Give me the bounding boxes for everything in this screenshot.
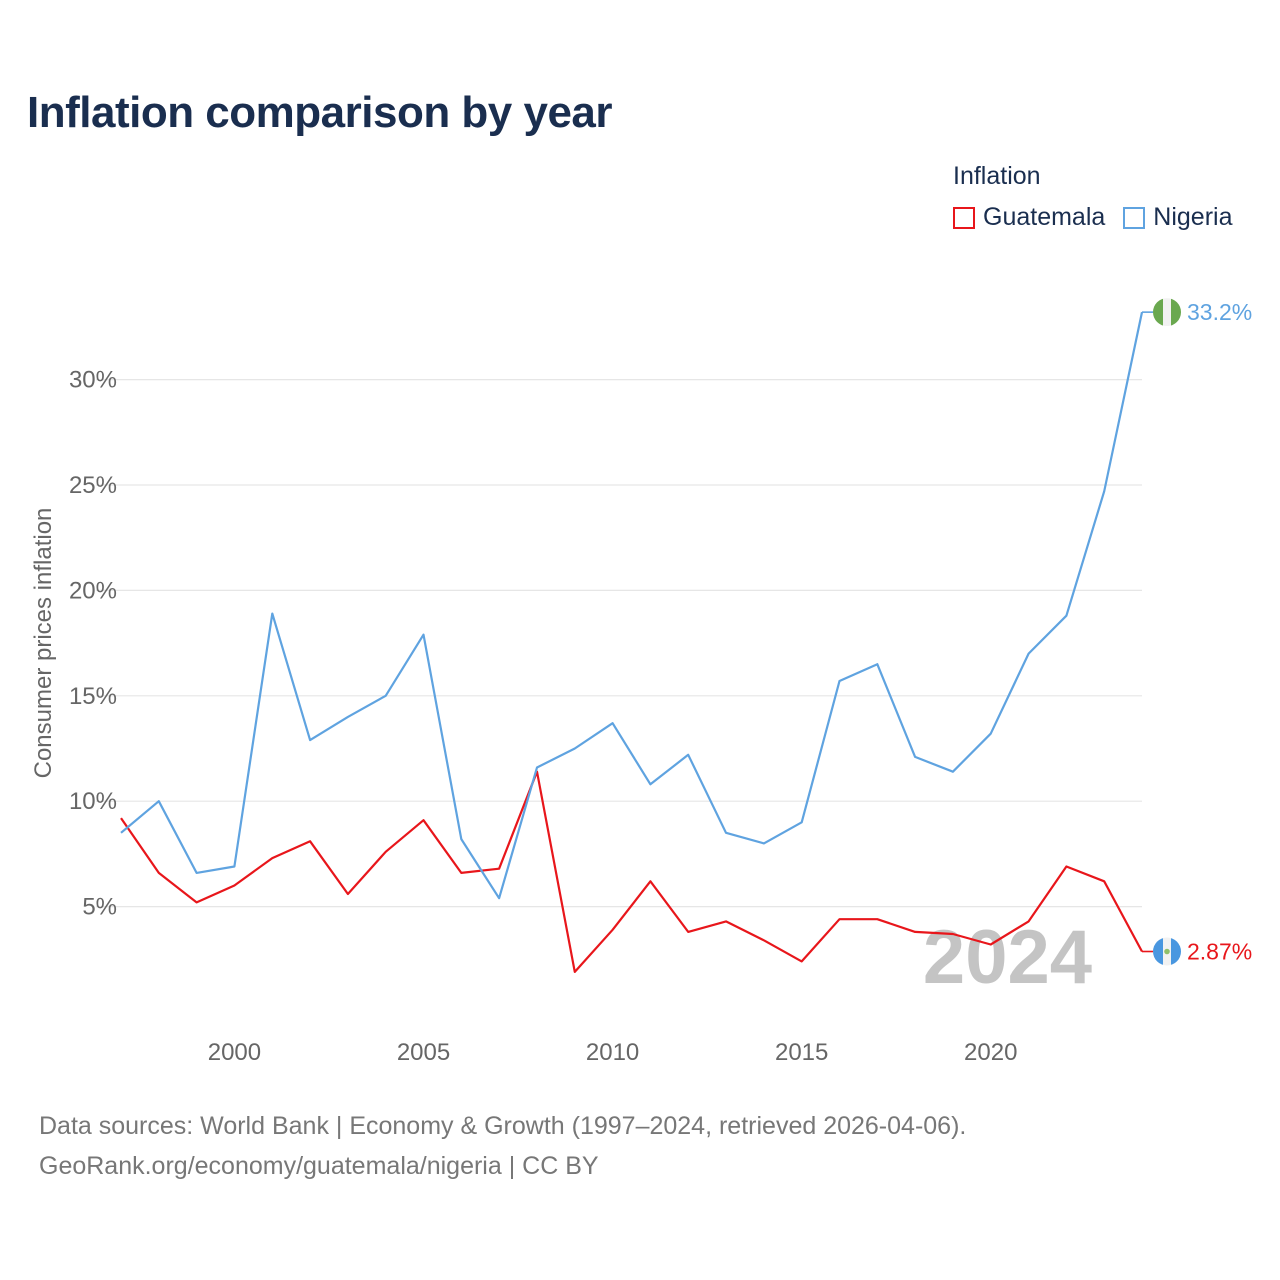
data-point-nigeria[interactable] — [571, 745, 579, 753]
gridlines — [96, 379, 1142, 908]
current-year-watermark: 2024 — [923, 915, 1092, 1000]
y-axis-title: Consumer prices inflation — [30, 508, 57, 779]
data-point-guatemala[interactable] — [684, 928, 692, 936]
legend: Inflation Guatemala Nigeria — [953, 162, 1233, 232]
data-point-guatemala[interactable] — [646, 877, 654, 885]
data-point-nigeria[interactable] — [344, 713, 352, 721]
legend-item-guatemala[interactable]: Guatemala — [953, 203, 1105, 232]
data-point-nigeria[interactable] — [117, 829, 125, 837]
data-point-nigeria[interactable] — [155, 797, 163, 805]
data-point-nigeria[interactable] — [420, 631, 428, 639]
data-point-nigeria[interactable] — [495, 894, 503, 902]
legend-swatch-nigeria — [1123, 206, 1146, 229]
series-line-nigeria[interactable] — [120, 311, 1144, 900]
legend-label-guatemala: Guatemala — [983, 203, 1106, 231]
end-label-nigeria: 33.2% — [1187, 299, 1252, 325]
data-point-guatemala[interactable] — [873, 915, 881, 923]
data-point-guatemala[interactable] — [268, 854, 276, 862]
data-point-guatemala[interactable] — [155, 869, 163, 877]
legend-label-nigeria: Nigeria — [1153, 203, 1233, 231]
nigeria-flag-icon — [1153, 298, 1181, 327]
data-sources-text: Data sources: World Bank | Economy & Gro… — [39, 1112, 967, 1140]
data-point-guatemala[interactable] — [949, 930, 957, 938]
data-point-guatemala[interactable] — [571, 968, 579, 976]
y-axis-ticks: 5% 10% 15% 20% 25% 30% — [69, 367, 117, 921]
y-tick-label: 25% — [69, 472, 117, 499]
data-point-guatemala[interactable] — [1062, 863, 1070, 871]
series-line-guatemala[interactable] — [120, 770, 1143, 974]
x-tick-label: 2000 — [208, 1039, 261, 1066]
data-point-nigeria[interactable] — [306, 736, 314, 744]
series-lines — [117, 311, 1144, 976]
data-point-nigeria[interactable] — [382, 692, 390, 700]
data-point-guatemala[interactable] — [306, 837, 314, 845]
x-axis-ticks: 2000 2005 2010 2015 2020 — [208, 1039, 1018, 1066]
data-point-guatemala[interactable] — [495, 865, 503, 873]
data-point-guatemala[interactable] — [722, 917, 730, 925]
data-point-nigeria[interactable] — [1025, 650, 1033, 658]
data-point-nigeria[interactable] — [949, 768, 957, 776]
data-point-nigeria[interactable] — [760, 839, 768, 847]
data-point-nigeria[interactable] — [268, 610, 276, 618]
data-point-guatemala[interactable] — [798, 957, 806, 965]
data-point-nigeria[interactable] — [1100, 487, 1108, 495]
x-tick-label: 2005 — [397, 1039, 450, 1066]
data-point-guatemala[interactable] — [987, 941, 995, 949]
footer: Data sources: World Bank | Economy & Gro… — [39, 1106, 966, 1186]
source-url-text[interactable]: GeoRank.org/economy/guatemala/nigeria | … — [39, 1152, 599, 1180]
data-point-guatemala[interactable] — [382, 848, 390, 856]
data-point-guatemala[interactable] — [420, 816, 428, 824]
data-point-nigeria[interactable] — [987, 730, 995, 738]
data-point-guatemala[interactable] — [1100, 877, 1108, 885]
end-labels: 2.87% 33.2% — [1142, 298, 1252, 966]
data-point-guatemala[interactable] — [609, 926, 617, 934]
data-point-guatemala[interactable] — [760, 936, 768, 944]
data-point-guatemala[interactable] — [193, 898, 201, 906]
legend-title: Inflation — [953, 162, 1041, 190]
data-point-guatemala[interactable] — [344, 890, 352, 898]
y-tick-label: 20% — [69, 577, 117, 604]
data-point-nigeria[interactable] — [873, 660, 881, 668]
data-point-nigeria[interactable] — [193, 869, 201, 877]
data-point-nigeria[interactable] — [835, 677, 843, 685]
data-point-nigeria[interactable] — [646, 780, 654, 788]
y-tick-label: 15% — [69, 683, 117, 710]
x-tick-label: 2020 — [964, 1039, 1017, 1066]
data-point-guatemala[interactable] — [230, 882, 238, 890]
chart-title: Inflation comparison by year — [27, 88, 613, 137]
guatemala-flag-icon — [1153, 937, 1181, 966]
data-point-guatemala[interactable] — [117, 814, 125, 822]
data-point-nigeria[interactable] — [1062, 612, 1070, 620]
data-point-nigeria[interactable] — [230, 863, 238, 871]
data-point-nigeria[interactable] — [609, 719, 617, 727]
y-tick-label: 10% — [69, 788, 117, 815]
data-point-nigeria[interactable] — [798, 818, 806, 826]
y-tick-label: 30% — [69, 367, 117, 394]
data-point-nigeria[interactable] — [722, 829, 730, 837]
x-tick-label: 2015 — [775, 1039, 828, 1066]
legend-item-nigeria[interactable]: Nigeria — [1123, 203, 1233, 232]
data-point-nigeria[interactable] — [533, 763, 541, 771]
data-point-guatemala[interactable] — [835, 915, 843, 923]
legend-swatch-guatemala — [953, 206, 975, 229]
end-label-guatemala: 2.87% — [1187, 939, 1252, 965]
data-point-guatemala[interactable] — [911, 928, 919, 936]
data-point-guatemala[interactable] — [457, 869, 465, 877]
x-tick-label: 2010 — [586, 1039, 639, 1066]
data-point-nigeria[interactable] — [457, 835, 465, 843]
data-point-nigeria[interactable] — [911, 753, 919, 761]
data-point-nigeria[interactable] — [684, 751, 692, 759]
y-tick-label: 5% — [82, 894, 117, 921]
data-point-guatemala[interactable] — [1025, 917, 1033, 925]
